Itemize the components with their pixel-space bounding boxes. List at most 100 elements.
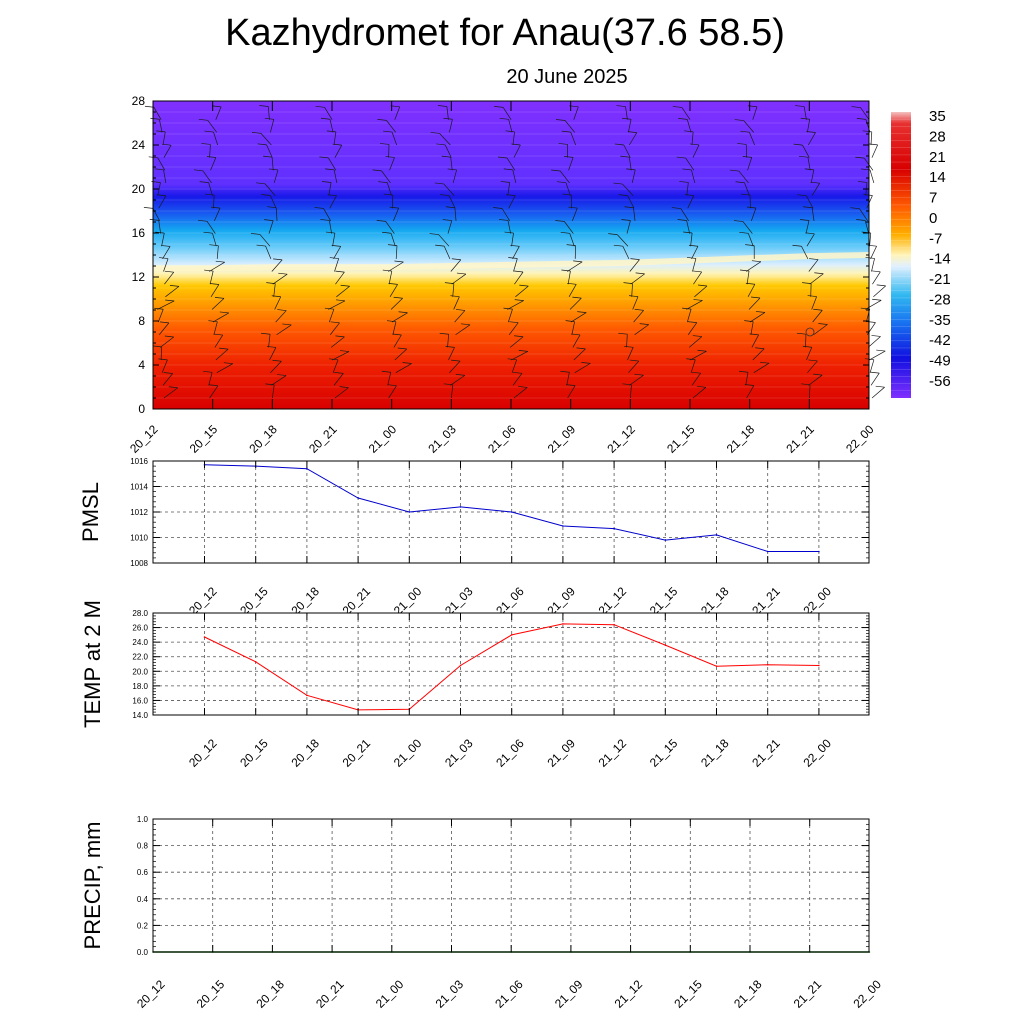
wind-barb-flag [868,143,878,146]
wind-barb [162,131,166,146]
wind-barb-flag [497,156,508,159]
wind-barb-flag [860,307,870,310]
wind-barb [808,132,816,146]
wind-barb-flag [443,117,453,120]
wind-barb-flag [809,258,819,260]
wind-barb-flag [620,155,630,158]
wind-barb [163,387,179,399]
wind-barb-flag [339,350,350,352]
wind-barb-flag [876,349,886,352]
wind-barb-flag [434,182,444,185]
wind-barb [448,195,456,209]
wind-barb-flag [504,231,514,234]
wind-barb-flag [158,358,168,361]
wind-barb [564,221,574,234]
wind-barb-flag [264,219,274,221]
wind-barb-flag [377,119,387,121]
y-tick-label: 8 [138,314,145,328]
wind-barb [694,285,708,298]
wind-barb [395,245,398,259]
wind-barb-flag [796,332,806,335]
wind-barb-flag [862,130,872,133]
wind-barb-flag [567,282,577,285]
wind-barb [627,195,635,209]
wind-barb [324,107,333,120]
y-tick-label: 26.0 [132,624,148,633]
wind-barb [512,169,517,184]
x-tick-label: 21_18 [698,736,732,770]
wind-barb [210,284,220,297]
wind-barb-flag [802,345,812,348]
wind-barb [691,372,701,386]
x-tick-label: 20_21 [340,736,374,770]
wind-barb-flag [193,169,203,172]
wind-barb [390,298,403,310]
wind-barb [214,208,221,222]
wind-barb-flag [813,373,823,376]
wind-barb [271,157,274,171]
wind-barb [749,132,755,146]
wind-barb-flag [626,168,636,171]
wind-barb [749,312,766,323]
wind-barb [632,296,639,310]
wind-barb-flag [282,323,292,326]
wind-barb [811,296,817,310]
wind-barb-flag [437,105,447,107]
wind-barb-flag [340,284,350,287]
wind-barb-flag [814,272,824,275]
wind-barb-flag [219,311,229,314]
wind-barb [628,119,632,133]
wind-barb [688,336,703,348]
wind-barb [328,157,337,171]
wind-barb-flag [456,272,466,275]
panel-background [153,613,869,715]
wind-barb-flag [439,332,449,335]
wind-barb [870,372,880,386]
wind-barb-flag [577,311,587,313]
wind-barb [860,107,870,120]
y-tick-label: 0 [138,402,145,416]
wind-barb [569,233,575,247]
wind-barb [268,334,271,348]
wind-barb [385,221,395,234]
data-point [766,550,769,553]
wind-barb [389,284,398,297]
wind-barb [163,144,172,158]
wind-barb [859,208,868,222]
wind-barb [328,309,335,323]
data-point [613,623,615,626]
wind-barb [268,220,274,234]
wind-barb-flag [519,284,529,287]
wind-barb [806,347,813,361]
wind-barb [690,359,696,373]
wind-barb [212,233,217,247]
wind-barb-flag [872,298,882,301]
x-tick-label: 21_12 [612,977,646,1011]
wind-barb [270,195,277,209]
x-tick-label: 21_06 [493,736,527,770]
wind-barb-flag [386,320,397,323]
colorbar-label: -56 [929,373,951,390]
wind-barb [273,283,276,297]
wind-barb-flag [806,131,816,133]
wind-barb [686,220,690,234]
wind-barb-flag [876,284,886,287]
wind-barb [208,182,213,196]
wind-barb-flag [335,299,345,302]
wind-barb [392,321,397,335]
x-tick-label: 22_00 [850,977,884,1011]
wind-barb [453,296,460,310]
x-tick-label: 21_18 [724,422,758,456]
wind-barb [512,373,523,386]
wind-barb-flag [314,207,324,209]
wind-barb-flag [156,194,166,197]
wind-barb [570,132,576,146]
wind-barb [627,347,634,361]
x-tick-label: 21_12 [604,422,638,456]
wind-barb-flag [379,143,390,145]
wind-barb [744,182,750,196]
y-tick-label: 1014 [130,483,148,492]
wind-barb-flag [156,130,166,133]
data-point [818,550,820,553]
